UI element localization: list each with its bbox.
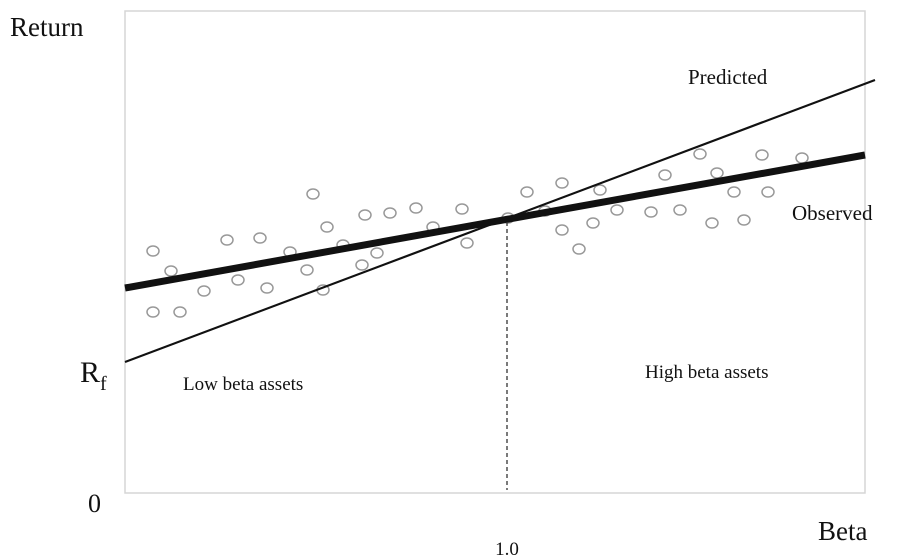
scatter-point [146,306,160,318]
scatter-point [761,186,775,198]
scatter-point [795,152,809,164]
scatter-point [409,202,423,214]
scatter-point [658,169,672,181]
rf-subscript: f [100,373,107,395]
scatter-points [146,148,809,318]
scatter-point [231,274,245,286]
scatter-point [610,204,624,216]
scatter-point [555,177,569,189]
scatter-point [220,234,234,246]
scatter-point [593,184,607,196]
scatter-point [737,214,751,226]
y-axis-title: Return [10,12,84,42]
low-beta-label: Low beta assets [183,374,303,395]
scatter-point [755,149,769,161]
observed-line [124,151,866,292]
scatter-point [644,206,658,218]
scatter-point [173,306,187,318]
plot-frame [124,10,866,494]
origin-label: 0 [88,489,101,518]
scatter-point [727,186,741,198]
scatter-point [355,259,369,271]
scatter-point [693,148,707,160]
scatter-point [370,247,384,259]
scatter-point [260,282,274,294]
scatter-point [520,186,534,198]
scatter-point [460,237,474,249]
scatter-point [673,204,687,216]
scatter-point [710,167,724,179]
scatter-point [705,217,719,229]
scatter-point [572,243,586,255]
scatter-point [306,188,320,200]
scatter-point [455,203,469,215]
scatter-point [586,217,600,229]
x-tick-label: 1.0 [495,539,519,560]
rf-main: R [80,356,100,389]
predicted-label: Predicted [688,65,768,89]
scatter-point [253,232,267,244]
scatter-point [300,264,314,276]
scatter-point [164,265,178,277]
scatter-point [197,285,211,297]
scatter-point [146,245,160,257]
high-beta-label: High beta assets [645,362,768,383]
scatter-point [383,207,397,219]
x-axis-title: Beta [818,516,867,546]
observed-label: Observed [792,201,873,225]
rf-label: Rf [80,356,107,395]
scatter-point [320,221,334,233]
scatter-point [358,209,372,221]
scatter-point [555,224,569,236]
